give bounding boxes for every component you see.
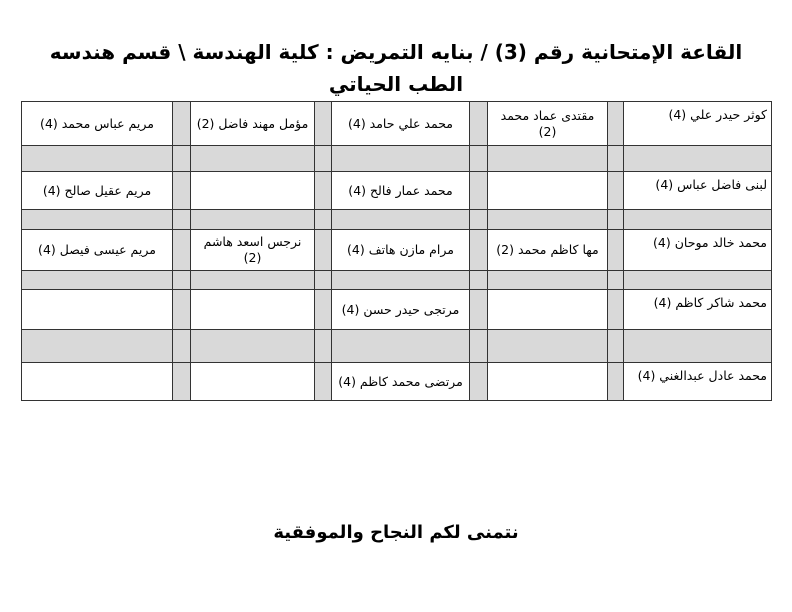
seat-cell bbox=[21, 362, 173, 401]
aisle-cell bbox=[469, 362, 488, 401]
separator-cell bbox=[314, 329, 332, 363]
separator-cell bbox=[469, 145, 488, 172]
seat-cell bbox=[487, 362, 608, 401]
separator-cell bbox=[623, 145, 772, 172]
seat-cell: مريم عباس محمد (4) bbox=[21, 101, 173, 146]
seat-cell: مرتجى حيدر حسن (4) bbox=[331, 289, 470, 330]
aisle-cell bbox=[314, 171, 332, 210]
separator-cell bbox=[607, 329, 624, 363]
aisle-cell bbox=[172, 101, 191, 146]
seat-cell: مؤمل مهند فاضل (2) bbox=[190, 101, 315, 146]
aisle-cell bbox=[607, 101, 624, 146]
aisle-cell bbox=[172, 171, 191, 210]
seat-cell: نرجس اسعد هاشم (2) bbox=[190, 229, 315, 271]
page-title: القاعة الإمتحانية رقم (3) / بنايه التمري… bbox=[49, 40, 743, 96]
separator-cell bbox=[172, 145, 191, 172]
aisle-cell bbox=[607, 171, 624, 210]
aisle-cell bbox=[607, 229, 624, 271]
aisle-cell bbox=[469, 101, 488, 146]
seat-cell bbox=[21, 289, 173, 330]
aisle-cell bbox=[314, 229, 332, 271]
separator-cell bbox=[607, 145, 624, 172]
separator-cell bbox=[331, 209, 470, 230]
seat-cell: مريم عيسى فيصل (4) bbox=[21, 229, 173, 271]
separator-cell bbox=[487, 209, 608, 230]
separator-cell bbox=[190, 270, 315, 290]
separator-row bbox=[21, 270, 772, 290]
seat-row: محمد عادل عبدالغني (4) مرتضى محمد كاظم (4… bbox=[21, 362, 772, 401]
aisle-cell bbox=[314, 101, 332, 146]
seat-cell bbox=[487, 171, 608, 210]
separator-cell bbox=[487, 270, 608, 290]
aisle-cell bbox=[469, 289, 488, 330]
seat-cell: مقتدى عماد محمد (2) bbox=[487, 101, 608, 146]
seat-cell: مرتضى محمد كاظم (4) bbox=[331, 362, 470, 401]
separator-cell bbox=[21, 329, 173, 363]
aisle-cell bbox=[469, 229, 488, 271]
seat-cell bbox=[190, 362, 315, 401]
aisle-cell bbox=[172, 289, 191, 330]
separator-row bbox=[21, 145, 772, 172]
aisle-cell bbox=[607, 362, 624, 401]
aisle-cell bbox=[172, 229, 191, 271]
seat-cell: محمد عمار فالح (4) bbox=[331, 171, 470, 210]
separator-cell bbox=[331, 270, 470, 290]
seat-cell: محمد شاكر كاظم (4) bbox=[623, 289, 772, 330]
separator-cell bbox=[21, 145, 173, 172]
separator-cell bbox=[190, 329, 315, 363]
separator-cell bbox=[314, 145, 332, 172]
separator-cell bbox=[623, 329, 772, 363]
separator-cell bbox=[623, 270, 772, 290]
seat-cell bbox=[190, 289, 315, 330]
seat-row: محمد خالد موحان (4) مها كاظم محمد (2) مرام… bbox=[21, 229, 772, 271]
separator-cell bbox=[331, 329, 470, 363]
separator-cell bbox=[487, 145, 608, 172]
separator-cell bbox=[607, 209, 624, 230]
separator-cell bbox=[314, 270, 332, 290]
separator-row bbox=[21, 209, 772, 230]
separator-cell bbox=[190, 145, 315, 172]
separator-cell bbox=[172, 209, 191, 230]
aisle-cell bbox=[172, 362, 191, 401]
separator-cell bbox=[469, 270, 488, 290]
separator-cell bbox=[314, 209, 332, 230]
separator-cell bbox=[21, 270, 173, 290]
separator-cell bbox=[172, 329, 191, 363]
aisle-cell bbox=[607, 289, 624, 330]
separator-cell bbox=[190, 209, 315, 230]
separator-row bbox=[21, 329, 772, 363]
seat-cell: مريم عقيل صالح (4) bbox=[21, 171, 173, 210]
seat-cell: مرام مازن هاتف (4) bbox=[331, 229, 470, 271]
closing-message: نتمنى لكم النجاح والموفقية bbox=[273, 522, 519, 543]
separator-cell bbox=[607, 270, 624, 290]
separator-cell bbox=[469, 329, 488, 363]
seat-cell: لبنى فاضل عباس (4) bbox=[623, 171, 772, 210]
seating-table: كوثر حيدر علي (4) مقتدى عماد محمد (2) محمد… bbox=[21, 101, 772, 401]
seat-row: محمد شاكر كاظم (4) مرتجى حيدر حسن (4) bbox=[21, 289, 772, 330]
seat-cell bbox=[190, 171, 315, 210]
separator-cell bbox=[469, 209, 488, 230]
seat-cell bbox=[487, 289, 608, 330]
separator-cell bbox=[21, 209, 173, 230]
seat-cell: كوثر حيدر علي (4) bbox=[623, 101, 772, 146]
aisle-cell bbox=[469, 171, 488, 210]
separator-cell bbox=[487, 329, 608, 363]
separator-cell bbox=[623, 209, 772, 230]
aisle-cell bbox=[314, 289, 332, 330]
aisle-cell bbox=[314, 362, 332, 401]
seat-cell: محمد خالد موحان (4) bbox=[623, 229, 772, 271]
seat-row: كوثر حيدر علي (4) مقتدى عماد محمد (2) محمد… bbox=[21, 101, 772, 146]
seat-row: لبنى فاضل عباس (4) محمد عمار فالح (4) مريم… bbox=[21, 171, 772, 210]
separator-cell bbox=[172, 270, 191, 290]
seat-cell: مها كاظم محمد (2) bbox=[487, 229, 608, 271]
separator-cell bbox=[331, 145, 470, 172]
seat-cell: محمد عادل عبدالغني (4) bbox=[623, 362, 772, 401]
seat-cell: محمد علي حامد (4) bbox=[331, 101, 470, 146]
